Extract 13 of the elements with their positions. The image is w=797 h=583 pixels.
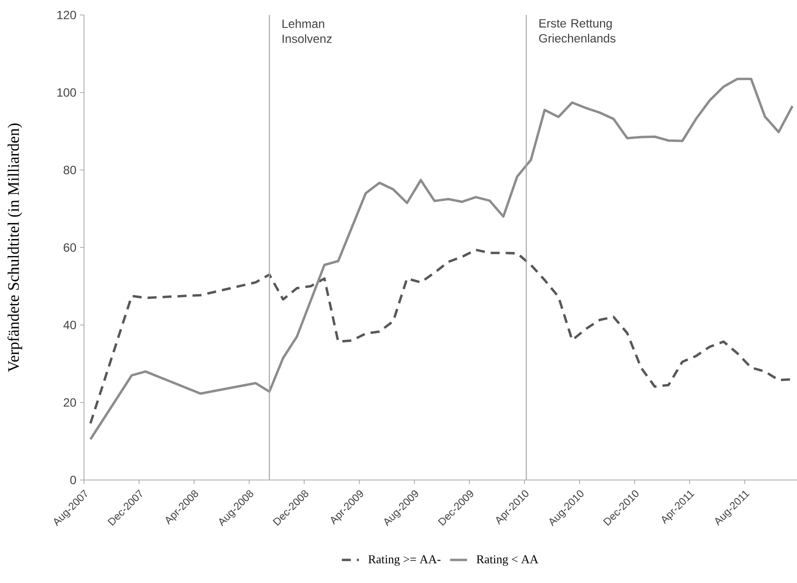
y-tick-label: 60: [64, 243, 76, 252]
legend-label: Rating >= AA-: [368, 555, 440, 566]
y-axis-title: Verpfändete Schuldtitel (in Milliarden): [8, 124, 22, 372]
line-series: [89, 78, 794, 441]
y-tick-label: 120: [57, 10, 76, 20]
ref-line-label: Erste Rettung Griechenlands: [539, 19, 616, 43]
y-tick-label: 20: [64, 398, 76, 407]
y-tick-label: 40: [63, 320, 76, 330]
y-tick-label: 0: [70, 476, 76, 484]
y-tick-label: 100: [57, 88, 76, 97]
ref-line-label: Lehman Insolvenz: [282, 19, 332, 44]
y-tick-label: 80: [64, 166, 76, 174]
legend-label: Rating < AA: [476, 555, 538, 566]
